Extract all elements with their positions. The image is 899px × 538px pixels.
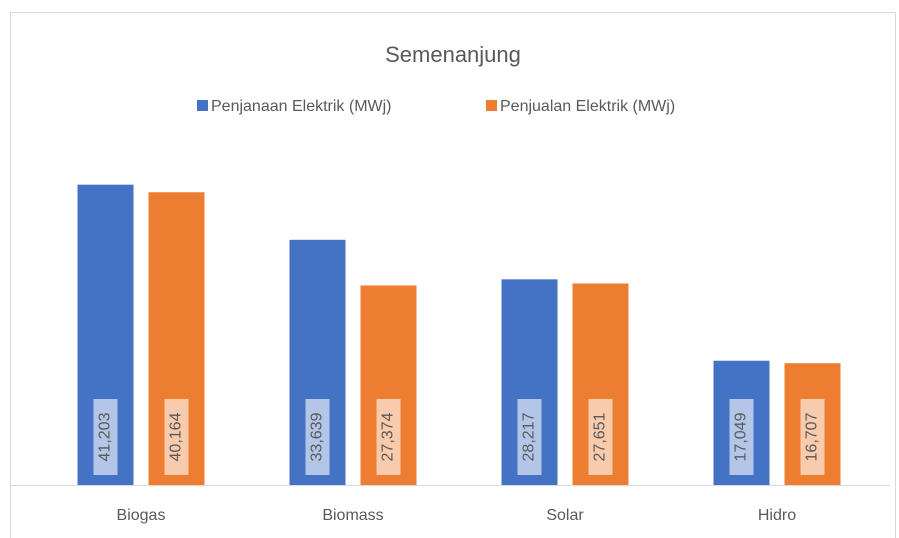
chart-title: Semenanjung [385,42,521,67]
data-label: 16,707 [804,412,821,461]
data-label: 28,217 [521,412,538,461]
data-label: 17,049 [733,412,750,461]
x-tick-label: Biomass [322,507,383,524]
data-label: 40,164 [168,412,185,461]
x-tick-label: Hidro [758,507,796,524]
data-label: 41,203 [97,412,114,461]
x-tick-label: Biogas [117,507,166,524]
data-label-box [517,399,542,475]
legend-swatch [197,100,208,111]
legend-label: Penjualan Elektrik (MWj) [500,98,675,115]
data-label-box [376,399,401,475]
data-label-box [588,399,613,475]
legend-swatch [486,100,497,111]
data-label-box [800,399,825,475]
data-label: 33,639 [309,412,326,461]
data-label-box [729,399,754,475]
legend-label: Penjanaan Elektrik (MWj) [211,98,392,115]
data-label: 27,374 [380,412,397,461]
data-label: 27,651 [592,412,609,461]
data-label-box [164,399,189,475]
data-label-box [93,399,118,475]
data-label-box [305,399,330,475]
x-tick-label: Solar [546,507,584,524]
